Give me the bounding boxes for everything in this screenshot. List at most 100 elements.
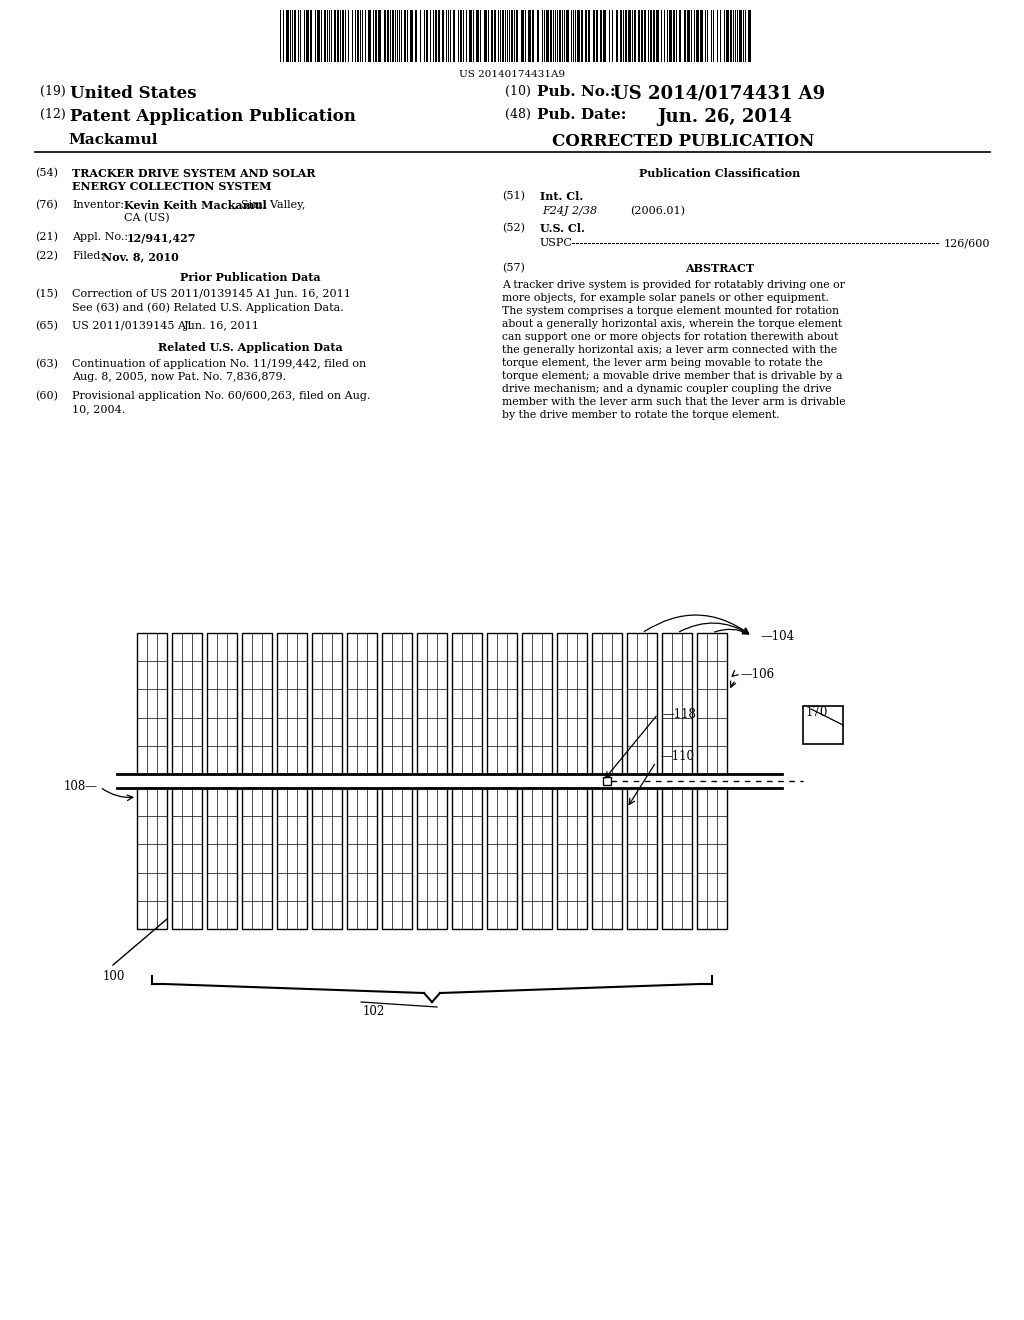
Text: 102: 102 (362, 1005, 385, 1018)
Text: Kevin Keith Mackamul: Kevin Keith Mackamul (124, 201, 266, 211)
Text: Aug. 8, 2005, now Pat. No. 7,836,879.: Aug. 8, 2005, now Pat. No. 7,836,879. (72, 372, 286, 381)
Bar (700, 11, 703, 62)
Bar (490, 11, 493, 62)
Text: (60): (60) (35, 391, 58, 401)
Bar (532, 11, 534, 62)
Text: torque element; a movable drive member that is drivable by a: torque element; a movable drive member t… (502, 371, 843, 381)
Bar (585, 11, 587, 62)
Bar (603, 777, 611, 785)
Text: Filed:: Filed: (72, 251, 104, 261)
Bar (378, 11, 381, 62)
Text: (21): (21) (35, 232, 58, 243)
Bar (415, 11, 417, 62)
Bar (588, 11, 590, 62)
Text: can support one or more objects for rotation therewith about: can support one or more objects for rota… (502, 333, 839, 342)
Bar (137, 634, 167, 774)
Bar (278, 634, 307, 774)
Bar (656, 11, 659, 62)
Text: —110: —110 (660, 751, 694, 763)
Text: Pub. No.:: Pub. No.: (537, 84, 615, 99)
Text: Publication Classification: Publication Classification (639, 168, 801, 180)
Bar (641, 11, 643, 62)
Bar (460, 11, 462, 62)
Bar (469, 11, 472, 62)
Bar (494, 11, 496, 62)
Text: US 20140174431A9: US 20140174431A9 (459, 70, 565, 79)
Bar (384, 11, 386, 62)
Text: Jun. 16, 2011: Jun. 16, 2011 (184, 321, 260, 331)
Text: Inventor:: Inventor: (72, 201, 124, 210)
Bar (410, 11, 413, 62)
Text: Int. Cl.: Int. Cl. (540, 191, 584, 202)
Bar (312, 788, 342, 929)
Bar (537, 11, 539, 62)
Text: (2006.01): (2006.01) (630, 206, 685, 216)
Bar (382, 788, 412, 929)
Bar (417, 634, 447, 774)
Text: torque element, the lever arm being movable to rotate the: torque element, the lever arm being mova… (502, 358, 822, 368)
Bar (627, 788, 657, 929)
Bar (748, 11, 751, 62)
Bar (337, 11, 339, 62)
Text: —104: —104 (760, 630, 795, 643)
Text: US 2011/0139145 A1: US 2011/0139145 A1 (72, 321, 194, 331)
Text: member with the lever arm such that the lever arm is drivable: member with the lever arm such that the … (502, 397, 846, 407)
Bar (653, 11, 655, 62)
Bar (516, 11, 518, 62)
Bar (357, 11, 359, 62)
Bar (521, 11, 524, 62)
Bar (566, 11, 569, 62)
Bar (546, 11, 549, 62)
Bar (476, 11, 479, 62)
Bar (627, 634, 657, 774)
Text: (57): (57) (502, 263, 525, 273)
Text: 170: 170 (806, 706, 828, 719)
Text: (76): (76) (35, 201, 58, 210)
Bar (603, 11, 606, 62)
Bar (306, 11, 309, 62)
Bar (242, 634, 272, 774)
Bar (324, 11, 326, 62)
Bar (438, 11, 440, 62)
Text: CA (US): CA (US) (124, 213, 170, 223)
Text: 12/941,427: 12/941,427 (127, 232, 197, 243)
Text: Prior Publication Data: Prior Publication Data (179, 272, 321, 282)
Text: United States: United States (70, 84, 197, 102)
Bar (628, 11, 631, 62)
Bar (453, 11, 455, 62)
Bar (684, 11, 686, 62)
Text: (54): (54) (35, 168, 58, 178)
Bar (650, 11, 652, 62)
Bar (502, 11, 504, 62)
Bar (207, 788, 237, 929)
Bar (625, 11, 627, 62)
Bar (294, 11, 296, 62)
Text: —118: —118 (662, 708, 696, 721)
Text: Mackamul: Mackamul (68, 133, 158, 147)
Text: drive mechanism; and a dynamic coupler coupling the drive: drive mechanism; and a dynamic coupler c… (502, 384, 831, 393)
Text: (51): (51) (502, 191, 525, 202)
Bar (484, 11, 487, 62)
Bar (452, 788, 482, 929)
Text: Continuation of application No. 11/199,442, filed on: Continuation of application No. 11/199,4… (72, 359, 367, 370)
Text: (52): (52) (502, 223, 525, 234)
Bar (600, 11, 602, 62)
Bar (593, 11, 595, 62)
Bar (577, 11, 580, 62)
Bar (522, 788, 552, 929)
Bar (559, 11, 561, 62)
Text: (65): (65) (35, 321, 58, 331)
Bar (581, 11, 583, 62)
Text: 126/600: 126/600 (944, 238, 990, 248)
Text: USPC: USPC (540, 238, 572, 248)
Bar (342, 11, 344, 62)
Text: The system comprises a torque element mounted for rotation: The system comprises a torque element mo… (502, 306, 839, 315)
Bar (207, 634, 237, 774)
Bar (634, 11, 636, 62)
Text: (12): (12) (40, 108, 70, 121)
Bar (522, 634, 552, 774)
Text: Patent Application Publication: Patent Application Publication (70, 108, 356, 125)
Bar (669, 11, 672, 62)
Bar (726, 11, 729, 62)
Bar (426, 11, 428, 62)
